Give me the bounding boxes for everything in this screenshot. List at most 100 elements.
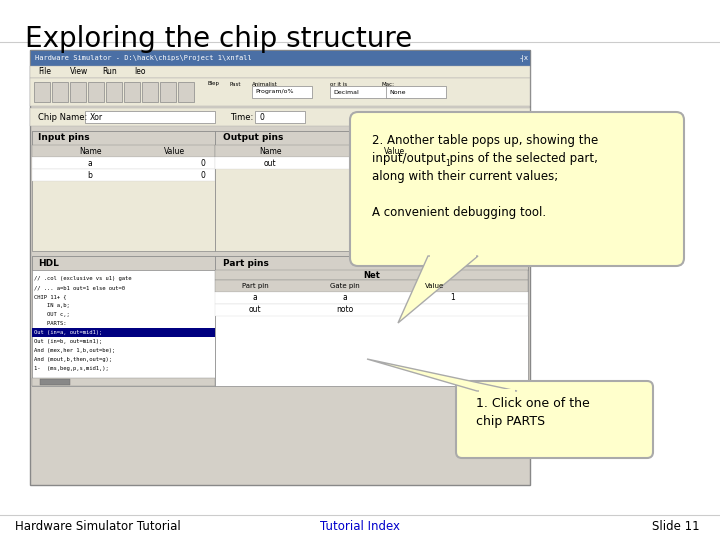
Text: leo: leo: [134, 68, 145, 77]
Text: None: None: [389, 90, 405, 94]
FancyBboxPatch shape: [32, 378, 215, 386]
FancyBboxPatch shape: [215, 145, 528, 157]
Text: 1: 1: [450, 294, 455, 302]
Text: Exploring the chip structure: Exploring the chip structure: [25, 25, 413, 53]
Text: Out (in=b, out=min1);: Out (in=b, out=min1);: [34, 339, 102, 344]
FancyBboxPatch shape: [215, 304, 528, 316]
Polygon shape: [398, 256, 478, 323]
Text: a: a: [343, 294, 347, 302]
Text: -|x: -|x: [520, 55, 529, 62]
Text: Run: Run: [102, 68, 117, 77]
FancyBboxPatch shape: [30, 108, 530, 126]
Text: Gate pin: Gate pin: [330, 283, 360, 289]
Polygon shape: [479, 389, 515, 397]
Text: HDL: HDL: [38, 259, 59, 267]
Text: 1: 1: [445, 159, 450, 167]
Text: Name: Name: [78, 146, 102, 156]
FancyBboxPatch shape: [178, 82, 194, 102]
FancyBboxPatch shape: [32, 256, 215, 386]
FancyBboxPatch shape: [85, 111, 215, 123]
FancyBboxPatch shape: [215, 292, 528, 304]
FancyBboxPatch shape: [32, 328, 215, 337]
Text: 1. Click one of the
chip PARTS: 1. Click one of the chip PARTS: [476, 397, 590, 428]
FancyBboxPatch shape: [215, 157, 528, 169]
FancyBboxPatch shape: [255, 111, 305, 123]
Text: Value: Value: [384, 146, 405, 156]
Text: // ... a=b1 out=1 else out=0: // ... a=b1 out=1 else out=0: [34, 285, 125, 290]
FancyBboxPatch shape: [160, 82, 176, 102]
FancyBboxPatch shape: [32, 131, 215, 145]
FancyBboxPatch shape: [124, 82, 140, 102]
Text: out: out: [264, 159, 276, 167]
Text: Net: Net: [363, 271, 380, 280]
Text: Tutorial Index: Tutorial Index: [320, 521, 400, 534]
Polygon shape: [367, 359, 517, 391]
FancyBboxPatch shape: [142, 82, 158, 102]
Text: Name: Name: [258, 146, 282, 156]
Text: 0: 0: [200, 159, 205, 167]
FancyBboxPatch shape: [32, 256, 215, 270]
Text: Part pin: Part pin: [242, 283, 269, 289]
Text: Slide 11: Slide 11: [652, 521, 700, 534]
FancyBboxPatch shape: [30, 78, 530, 106]
FancyBboxPatch shape: [350, 112, 684, 266]
FancyBboxPatch shape: [106, 82, 122, 102]
Text: Past: Past: [230, 82, 241, 86]
Text: Hardware Simulator Tutorial: Hardware Simulator Tutorial: [15, 521, 181, 534]
Text: Animalist: Animalist: [252, 82, 278, 86]
FancyBboxPatch shape: [330, 86, 390, 98]
Text: Hardware Simulator - D:\hack\chips\Project 1\xnfall: Hardware Simulator - D:\hack\chips\Proje…: [35, 55, 252, 61]
FancyBboxPatch shape: [52, 82, 68, 102]
FancyBboxPatch shape: [215, 256, 528, 270]
Text: out: out: [248, 306, 261, 314]
FancyBboxPatch shape: [32, 157, 215, 169]
FancyBboxPatch shape: [456, 381, 653, 458]
Text: b: b: [88, 171, 92, 179]
FancyBboxPatch shape: [32, 145, 215, 157]
Text: File: File: [38, 68, 51, 77]
Text: Program/o%: Program/o%: [255, 90, 294, 94]
Text: Value: Value: [426, 283, 445, 289]
Text: a: a: [253, 294, 257, 302]
Text: Part pins: Part pins: [223, 259, 269, 267]
Text: Input pins: Input pins: [38, 133, 89, 143]
Text: Output pins: Output pins: [223, 133, 284, 143]
Text: Blep: Blep: [208, 82, 220, 86]
Text: And (mout,b,then,out=g);: And (mout,b,then,out=g);: [34, 357, 112, 362]
FancyBboxPatch shape: [386, 86, 446, 98]
Text: Mac:: Mac:: [382, 82, 395, 86]
Text: View: View: [70, 68, 89, 77]
Text: 0: 0: [260, 112, 265, 122]
FancyBboxPatch shape: [30, 66, 530, 78]
Text: CHIP 11+ {: CHIP 11+ {: [34, 294, 66, 299]
FancyBboxPatch shape: [30, 50, 530, 66]
Polygon shape: [430, 248, 476, 257]
Text: noto: noto: [336, 306, 354, 314]
FancyBboxPatch shape: [215, 280, 528, 292]
FancyBboxPatch shape: [34, 82, 50, 102]
Text: Chip Name:: Chip Name:: [38, 112, 87, 122]
Text: a: a: [88, 159, 92, 167]
Text: Xor: Xor: [90, 112, 103, 122]
Text: OUT c,;: OUT c,;: [34, 312, 70, 317]
Text: 2. Another table pops up, showing the
input/output pins of the selected part,
al: 2. Another table pops up, showing the in…: [372, 134, 598, 219]
FancyBboxPatch shape: [30, 50, 530, 485]
Text: 0: 0: [200, 171, 205, 179]
Text: or it is: or it is: [330, 82, 347, 86]
FancyBboxPatch shape: [215, 256, 528, 386]
Text: PARTS:: PARTS:: [34, 321, 66, 326]
Text: Value: Value: [164, 146, 186, 156]
Text: Time:: Time:: [230, 112, 253, 122]
FancyBboxPatch shape: [215, 131, 528, 145]
FancyBboxPatch shape: [252, 86, 312, 98]
Text: And (mex,her 1,b,out=be);: And (mex,her 1,b,out=be);: [34, 348, 115, 353]
Text: Out (in=a, out=mid1);: Out (in=a, out=mid1);: [34, 330, 102, 335]
FancyBboxPatch shape: [88, 82, 104, 102]
FancyBboxPatch shape: [215, 131, 528, 251]
Text: IN a,b;: IN a,b;: [34, 303, 70, 308]
Text: 1-  (ms,beg,p,s,mid1,);: 1- (ms,beg,p,s,mid1,);: [34, 366, 109, 371]
FancyBboxPatch shape: [40, 379, 70, 385]
Text: // .col (exclusive vs u1) gate: // .col (exclusive vs u1) gate: [34, 276, 132, 281]
FancyBboxPatch shape: [70, 82, 86, 102]
FancyBboxPatch shape: [32, 131, 215, 251]
